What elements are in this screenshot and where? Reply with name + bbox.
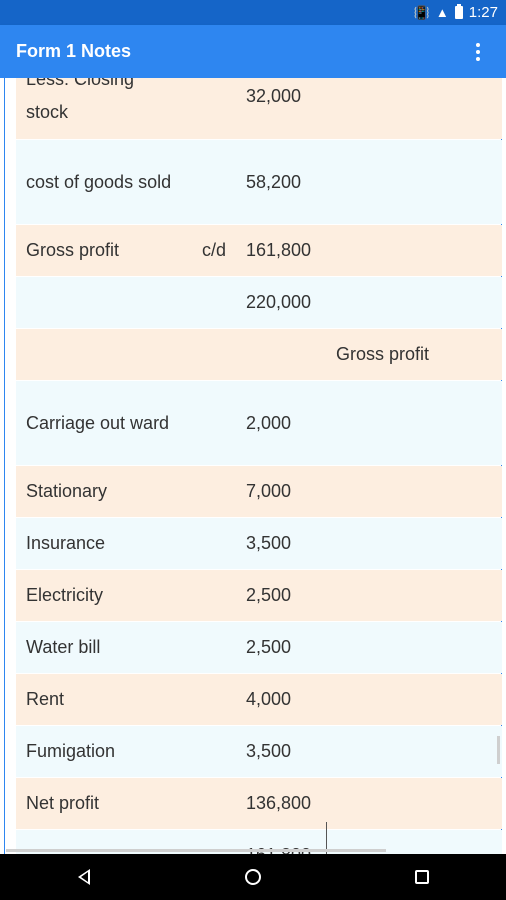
horizontal-scrollbar[interactable] [6, 849, 386, 852]
content-border-left [4, 78, 5, 854]
table-cell-c1: cost of goods sold [26, 171, 172, 192]
table-cell-c3: 2,000 [246, 412, 292, 433]
vibrate-icon: 📳 [413, 4, 430, 20]
table-cell-c3: 3,500 [246, 533, 292, 553]
table-cell-c1: Electricity [26, 585, 104, 605]
signal-icon: ▲ [435, 5, 449, 20]
table-row: Gross profit c/d 161,800 [16, 225, 502, 276]
recents-button[interactable] [392, 854, 452, 900]
table-row: 220,000 [16, 277, 502, 328]
vertical-scrollbar[interactable] [497, 736, 500, 764]
battery-icon [454, 4, 463, 19]
table-row: Rent 4,000 [16, 674, 502, 725]
home-icon [244, 869, 261, 885]
table-row: cost of goods sold 58,200 [16, 140, 502, 224]
more-vert-icon[interactable] [458, 32, 498, 72]
status-bar: 📳 ▲ 1:27 [0, 0, 506, 25]
back-button[interactable] [54, 854, 114, 900]
table-row: Electricity 2,500 [16, 570, 502, 621]
table-row: Water bill 2,500 [16, 622, 502, 673]
navigation-bar [0, 854, 506, 900]
table-row: Gross profit [16, 329, 502, 380]
table-cell-c3: 58,200 [246, 171, 302, 192]
table-row: Carriage out ward 2,000 [16, 381, 502, 465]
table-row: Less: Closing stock 32,000 [16, 78, 502, 139]
table-row: Stationary 7,000 [16, 466, 502, 517]
home-button[interactable] [223, 854, 283, 900]
table-cell-c3: 136,800 [246, 793, 312, 813]
app-title: Form 1 Notes [16, 41, 132, 61]
column-divider [326, 822, 327, 854]
account-table: Less: Closing stock 32,000 cost of goods s… [16, 78, 502, 854]
table-row: Insurance 3,500 [16, 518, 502, 569]
table-cell-c1: Gross profit [26, 240, 120, 260]
table-cell-c4: Gross profit [336, 344, 430, 364]
table-cell-c1: Insurance [26, 533, 106, 553]
table-cell-c3: 3,500 [246, 741, 292, 761]
table-row: Fumigation 3,500 [16, 726, 502, 777]
back-icon [78, 869, 91, 885]
table-cell-c1: Water bill [26, 637, 101, 657]
table-cell-c1: Less: Closing stock [26, 78, 135, 122]
table-cell-c1: Rent [26, 689, 65, 709]
table-cell-c1: Net profit [26, 793, 100, 813]
app-bar: Form 1 Notes [0, 25, 506, 78]
table-cell-c3: 32,000 [246, 85, 302, 106]
table-row: Net profit 136,800 [16, 778, 502, 829]
table-cell-c1: Fumigation [26, 741, 116, 761]
table-cell-c3: 161,800 [246, 240, 312, 260]
table-cell-c1: Stationary [26, 481, 108, 501]
recents-icon [414, 870, 429, 884]
table-cell-c3: 2,500 [246, 637, 292, 657]
table-cell-c3: 4,000 [246, 689, 292, 709]
notes-content[interactable]: Less: Closing stock 32,000 cost of goods s… [0, 78, 506, 854]
status-time: 1:27 [468, 4, 498, 21]
table-cell-c3: 2,500 [246, 585, 292, 605]
table-cell-c3: 7,000 [246, 481, 292, 501]
table-cell-c3: 220,000 [246, 292, 312, 312]
table-cell-c2: c/d [201, 240, 226, 260]
table-cell-c1: Carriage out ward [26, 412, 170, 433]
